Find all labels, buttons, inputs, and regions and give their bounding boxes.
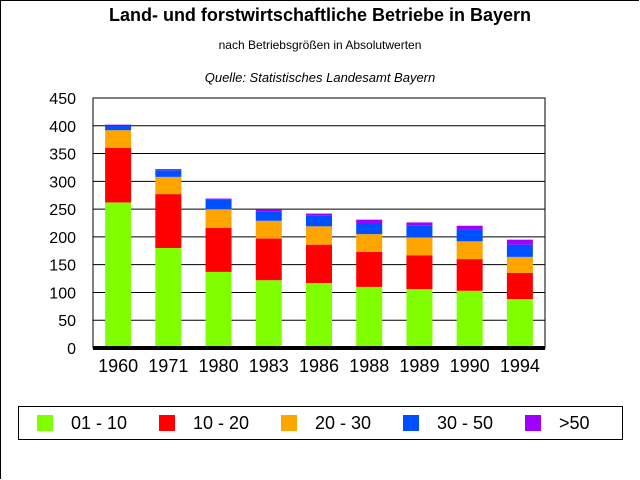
bar-segment <box>306 213 332 216</box>
bar-segment <box>506 256 533 273</box>
legend-label: 01 - 10 <box>71 412 128 433</box>
x-tick-label: 1990 <box>450 356 490 376</box>
bar-segment <box>356 219 383 223</box>
legend-swatch <box>37 415 53 431</box>
bar-segment <box>255 280 282 348</box>
legend-label: >50 <box>559 412 590 433</box>
y-tick-label: 100 <box>49 285 76 302</box>
y-tick-label: 200 <box>49 230 76 247</box>
bar-segment <box>255 211 282 221</box>
legend-item-over-50: >50 <box>525 407 590 439</box>
y-tick-label: 300 <box>49 174 76 191</box>
bar-segment <box>105 125 132 131</box>
bar-chart: 0 50 100 150 200 250 300 350 400 450 1960 1971 1980 1… <box>49 91 546 376</box>
y-tick-label: 450 <box>49 91 76 108</box>
x-tick-label: 1994 <box>500 356 540 376</box>
x-tick-label: 1960 <box>98 356 138 376</box>
x-tick-label: 1988 <box>349 356 389 376</box>
bar-segment <box>255 238 282 281</box>
bar-segment <box>406 255 433 290</box>
bar-segment <box>105 202 132 348</box>
bar-segment <box>205 228 232 272</box>
y-tick-label: 400 <box>49 119 76 136</box>
bar-segment <box>406 225 433 238</box>
bar-segment <box>356 286 383 348</box>
y-tick-label: 50 <box>58 313 76 330</box>
bar-segment <box>205 271 232 348</box>
x-tick-label: 1989 <box>399 356 439 376</box>
bar-segment <box>456 290 483 348</box>
legend-item-10-20: 10 - 20 <box>159 407 249 439</box>
bar-segment <box>506 273 533 300</box>
y-tick-label: 0 <box>67 341 76 358</box>
chart-subtitle: nach Betriebsgrößen in Absolutwerten <box>218 38 422 52</box>
bar-segment <box>205 209 232 228</box>
chart-source: Quelle: Statistisches Landesamt Bayern <box>204 70 436 85</box>
bar-segment <box>456 259 483 291</box>
bar-segment <box>306 226 332 245</box>
bar-segment <box>506 299 533 348</box>
bar-segment <box>155 194 182 248</box>
x-tick-label: 1983 <box>249 356 289 376</box>
bar-segment <box>456 225 483 230</box>
bar-segment <box>155 248 182 348</box>
legend-swatch <box>403 415 419 431</box>
bar-segment <box>155 176 182 195</box>
bar-segment <box>506 244 533 257</box>
x-tick-label: 1980 <box>199 356 239 376</box>
y-tick-label: 250 <box>49 202 76 219</box>
bar-segment <box>506 239 533 245</box>
bar-segment <box>155 170 182 177</box>
bar-segment <box>255 220 282 239</box>
legend-swatch <box>159 415 175 431</box>
legend-item-01-10: 01 - 10 <box>37 407 127 439</box>
chart-title: Land- und forstwirtschaftliche Betriebe … <box>108 5 532 25</box>
legend-item-20-30: 20 - 30 <box>281 407 371 439</box>
legend-item-30-50: 30 - 50 <box>403 407 493 439</box>
bar-segment <box>456 229 483 242</box>
chart-legend: 01 - 10 10 - 20 20 - 30 30 - 50 >50 <box>18 406 623 440</box>
bar-segment <box>456 241 483 260</box>
legend-label: 30 - 50 <box>437 412 494 433</box>
bar-segment <box>255 209 282 212</box>
bar-segment <box>205 199 232 210</box>
bar-segment <box>306 215 332 227</box>
bar-segment <box>356 251 383 287</box>
bar-segment <box>356 223 383 235</box>
x-tick-label: 1986 <box>299 356 339 376</box>
legend-swatch <box>281 415 297 431</box>
x-tick-label: 1971 <box>148 356 188 376</box>
bar-segment <box>205 198 232 200</box>
bar-segment <box>406 289 433 348</box>
bar-segment <box>306 283 332 348</box>
legend-label: 20 - 30 <box>315 412 372 433</box>
legend-swatch <box>525 415 541 431</box>
bar-segment <box>306 244 332 283</box>
y-tick-label: 350 <box>49 147 76 164</box>
bar-segment <box>155 169 182 171</box>
y-tick-label: 150 <box>49 258 76 275</box>
bar-segment <box>406 222 433 226</box>
bar-segment <box>105 130 132 148</box>
bar-segment <box>406 237 433 256</box>
bar-segment <box>105 124 132 126</box>
bar-segment <box>356 234 383 252</box>
bar-segment <box>105 148 132 203</box>
legend-label: 10 - 20 <box>193 412 250 433</box>
